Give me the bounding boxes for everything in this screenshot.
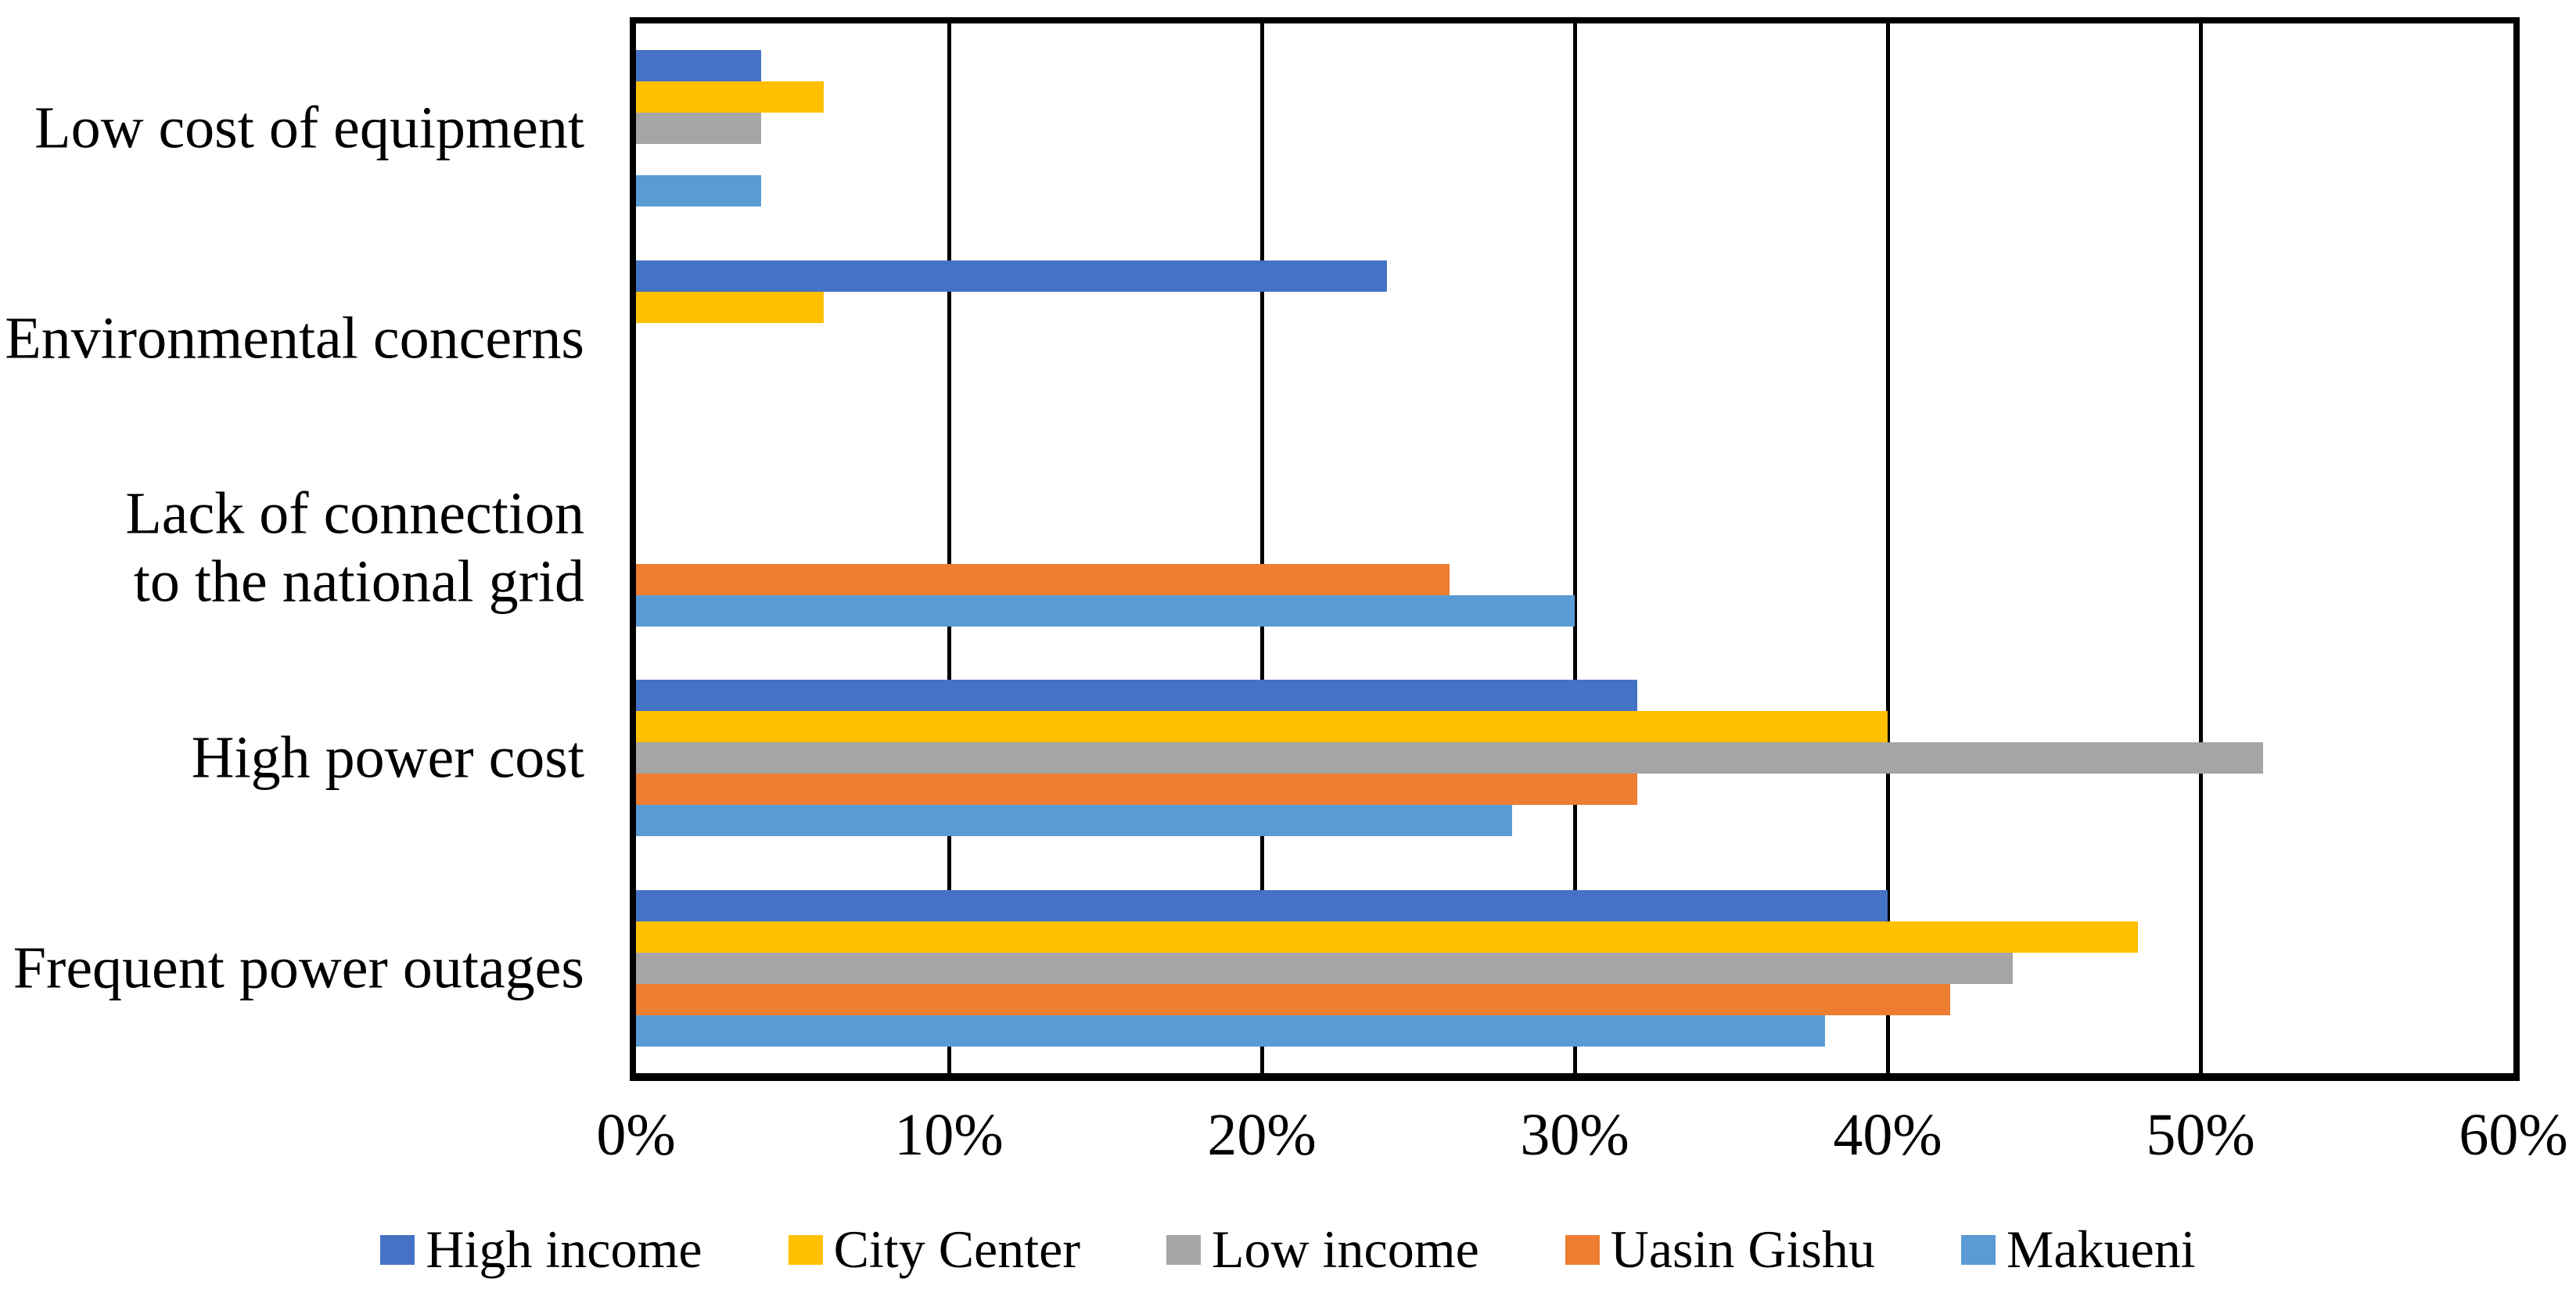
x-tick-label: 20% <box>1207 1102 1317 1168</box>
gridline-30% <box>1572 23 1577 1073</box>
legend-swatch-icon <box>380 1234 415 1265</box>
bar-high-income-cat4 <box>636 680 1637 712</box>
legend-swatch-icon <box>1960 1234 1996 1265</box>
bar-makueni-cat4 <box>636 805 1512 837</box>
category-label: Low cost of equipment <box>34 95 584 161</box>
legend-item-makueni: Makueni <box>1960 1219 2196 1280</box>
bar-makueni-cat5 <box>636 1015 1825 1047</box>
category-label: Environmental concerns <box>5 304 584 371</box>
x-tick-label: 60% <box>2459 1102 2568 1168</box>
bar-uasin-gishu-cat5 <box>636 983 1950 1015</box>
x-tick-label: 0% <box>596 1102 676 1168</box>
bar-low-income-cat1 <box>636 113 761 145</box>
bar-high-income-cat2 <box>636 260 1387 292</box>
bar-makueni-cat3 <box>636 595 1575 627</box>
gridline-50% <box>2198 23 2203 1073</box>
bar-low-income-cat4 <box>636 742 2263 774</box>
x-tick-label: 30% <box>1520 1102 1629 1168</box>
bar-uasin-gishu-cat3 <box>636 564 1450 595</box>
x-tick-label: 10% <box>894 1102 1004 1168</box>
legend-swatch-icon <box>1166 1234 1201 1265</box>
bar-high-income-cat1 <box>636 50 761 82</box>
x-tick-label: 40% <box>1833 1102 1942 1168</box>
legend-swatch-icon <box>1565 1234 1600 1265</box>
legend-item-city-center: City Center <box>788 1219 1080 1280</box>
legend-label: High income <box>426 1219 702 1279</box>
legend-item-high-income: High income <box>380 1219 702 1280</box>
category-label: Lack of connection to the national grid <box>125 480 584 615</box>
bar-low-income-cat5 <box>636 952 2013 984</box>
bar-city-center-cat1 <box>636 81 824 113</box>
category-label: Frequent power outages <box>13 935 584 1001</box>
legend-label: Uasin Gishu <box>1610 1219 1875 1279</box>
x-tick-label: 50% <box>2146 1102 2255 1168</box>
legend-label: City Center <box>833 1219 1080 1279</box>
bar-city-center-cat2 <box>636 291 824 323</box>
gridline-40% <box>1885 23 1890 1073</box>
bar-city-center-cat4 <box>636 711 1888 743</box>
bar-city-center-cat5 <box>636 921 2138 953</box>
legend: High income City Center Low income Uasin Gi… <box>0 1219 2576 1280</box>
legend-swatch-icon <box>788 1234 823 1265</box>
legend-item-uasin-gishu: Uasin Gishu <box>1565 1219 1875 1280</box>
legend-label: Low income <box>1211 1219 1479 1279</box>
legend-label: Makueni <box>2006 1219 2196 1279</box>
plot-area <box>630 17 2520 1081</box>
bar-uasin-gishu-cat4 <box>636 774 1637 806</box>
legend-item-low-income: Low income <box>1166 1219 1479 1280</box>
bar-makueni-cat1 <box>636 175 761 207</box>
gridline-20% <box>1259 23 1264 1073</box>
bar-high-income-cat5 <box>636 889 1888 921</box>
category-label: High power cost <box>191 724 584 791</box>
gridline-10% <box>947 23 951 1073</box>
